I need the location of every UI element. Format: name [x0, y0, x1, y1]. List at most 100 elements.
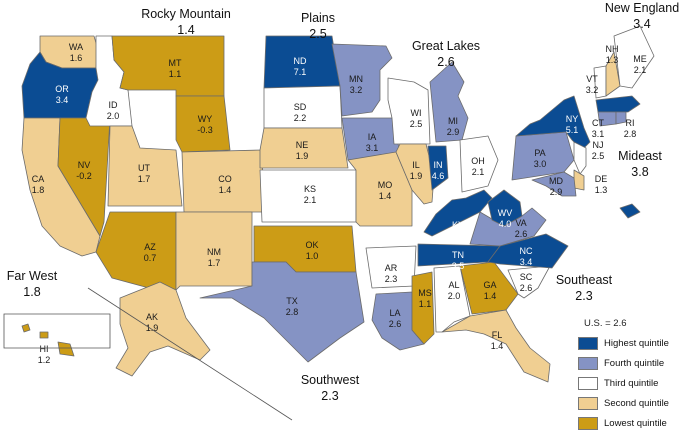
- state-wy: [175, 95, 231, 153]
- state-value-ma: 4.2: [644, 99, 657, 109]
- state-oh: [459, 135, 499, 193]
- legend-swatch-third: [578, 376, 598, 390]
- state-value-ri: 2.8: [624, 129, 637, 139]
- state-abbr-ak: AK: [146, 312, 158, 322]
- state-value-sc: 2.6: [520, 283, 533, 293]
- legend-label-lowest: Lowest quintile: [604, 417, 667, 429]
- state-abbr-mi: MI: [448, 116, 458, 126]
- state-value-de: 1.3: [595, 185, 608, 195]
- state-value-wi: 2.5: [410, 119, 423, 129]
- state-value-ne: 1.9: [296, 151, 309, 161]
- state-value-wy: -0.3: [197, 125, 213, 135]
- state-abbr-ky: KY: [452, 220, 464, 230]
- state-value-nv: -0.2: [76, 171, 92, 181]
- region-name-plains: Plains: [301, 11, 335, 25]
- state-abbr-sc: SC: [520, 272, 533, 282]
- state-value-nc: 3.4: [520, 257, 533, 267]
- state-abbr-dc: DC: [638, 214, 651, 224]
- state-mi: [429, 61, 469, 143]
- inset-divider: [87, 287, 293, 421]
- legend-item-second: Second quintile: [578, 393, 684, 413]
- state-value-il: 1.9: [410, 171, 423, 181]
- region-value-rocky-mountain: 1.4: [177, 23, 194, 37]
- state-value-or: 3.4: [56, 95, 69, 105]
- state-value-ca: 1.8: [32, 185, 45, 195]
- state-value-ia: 3.1: [366, 143, 379, 153]
- state-abbr-az: AZ: [144, 242, 156, 252]
- state-value-ny: 5.1: [566, 125, 579, 135]
- state-wi: [387, 77, 431, 145]
- state-nc: [487, 233, 569, 269]
- state-abbr-or: OR: [55, 84, 69, 94]
- state-ky: [423, 189, 493, 237]
- state-ms: [411, 271, 435, 345]
- state-abbr-ok: OK: [305, 240, 318, 250]
- state-abbr-pa: PA: [534, 148, 545, 158]
- state-value-co: 1.4: [219, 185, 232, 195]
- state-abbr-mo: MO: [378, 180, 393, 190]
- state-abbr-nd: ND: [294, 56, 307, 66]
- state-mn: [331, 43, 393, 117]
- state-value-me: 2.1: [634, 65, 647, 75]
- state-value-al: 2.0: [448, 291, 461, 301]
- legend-title: U.S. = 2.6: [584, 318, 627, 329]
- state-ut: [107, 125, 183, 207]
- state-value-id: 2.0: [107, 111, 120, 121]
- region-name-mideast: Mideast: [618, 149, 662, 163]
- region-value-new-england: 3.4: [633, 17, 650, 31]
- state-value-az: 0.7: [144, 253, 157, 263]
- state-abbr-il: IL: [412, 160, 420, 170]
- legend-item-fourth: Fourth quintile: [578, 353, 684, 373]
- state-abbr-me: ME: [633, 54, 647, 64]
- state-value-dc: 3.5: [638, 225, 651, 235]
- state-ne: [259, 127, 349, 169]
- state-abbr-ar: AR: [385, 263, 398, 273]
- region-name-rocky-mountain: Rocky Mountain: [141, 7, 231, 21]
- region-value-mideast: 3.8: [631, 165, 648, 179]
- state-abbr-id: ID: [109, 100, 119, 110]
- region-name-far-west: Far West: [7, 269, 58, 283]
- state-abbr-nc: NC: [520, 246, 533, 256]
- state-abbr-ut: UT: [138, 163, 150, 173]
- state-value-nd: 7.1: [294, 67, 307, 77]
- legend-label-highest: Highest quintile: [604, 337, 669, 349]
- state-abbr-ma: MA: [643, 88, 657, 98]
- state-value-ok: 1.0: [306, 251, 319, 261]
- state-ak: [115, 281, 211, 377]
- state-nj: [573, 141, 587, 175]
- state-value-ks: 2.1: [304, 195, 317, 205]
- state-abbr-nm: NM: [207, 247, 221, 257]
- state-abbr-md: MD: [549, 176, 563, 186]
- state-abbr-tn: TN: [452, 250, 464, 260]
- state-value-va: 2.6: [515, 229, 528, 239]
- region-name-southeast: Southeast: [556, 273, 613, 287]
- legend-swatch-second: [578, 396, 598, 410]
- state-abbr-ny: NY: [566, 114, 579, 124]
- legend-label-fourth: Fourth quintile: [604, 357, 665, 369]
- state-az: [95, 211, 177, 293]
- state-value-mi: 2.9: [447, 127, 460, 137]
- region-value-southwest: 2.3: [321, 389, 338, 403]
- state-value-tn: 3.5: [452, 261, 465, 271]
- state-abbr-wa: WA: [69, 42, 83, 52]
- state-tx: [199, 261, 365, 363]
- state-ri: [615, 111, 627, 125]
- state-abbr-ia: IA: [368, 132, 377, 142]
- state-abbr-co: CO: [218, 174, 232, 184]
- state-abbr-wi: WI: [411, 108, 422, 118]
- state-nm: [175, 211, 253, 291]
- region-name-southwest: Southwest: [301, 373, 360, 387]
- state-value-wa: 1.6: [70, 53, 83, 63]
- state-abbr-vt: VT: [586, 74, 598, 84]
- state-il: [395, 143, 435, 205]
- state-value-ut: 1.7: [138, 174, 151, 184]
- state-abbr-nv: NV: [78, 160, 91, 170]
- state-abbr-ms: MS: [418, 288, 432, 298]
- state-value-hi: 1.2: [38, 355, 51, 365]
- state-abbr-mn: MN: [349, 74, 363, 84]
- state-value-tx: 2.8: [286, 307, 299, 317]
- legend-label-third: Third quintile: [604, 377, 659, 389]
- state-value-oh: 2.1: [472, 167, 485, 177]
- state-abbr-fl: FL: [492, 330, 503, 340]
